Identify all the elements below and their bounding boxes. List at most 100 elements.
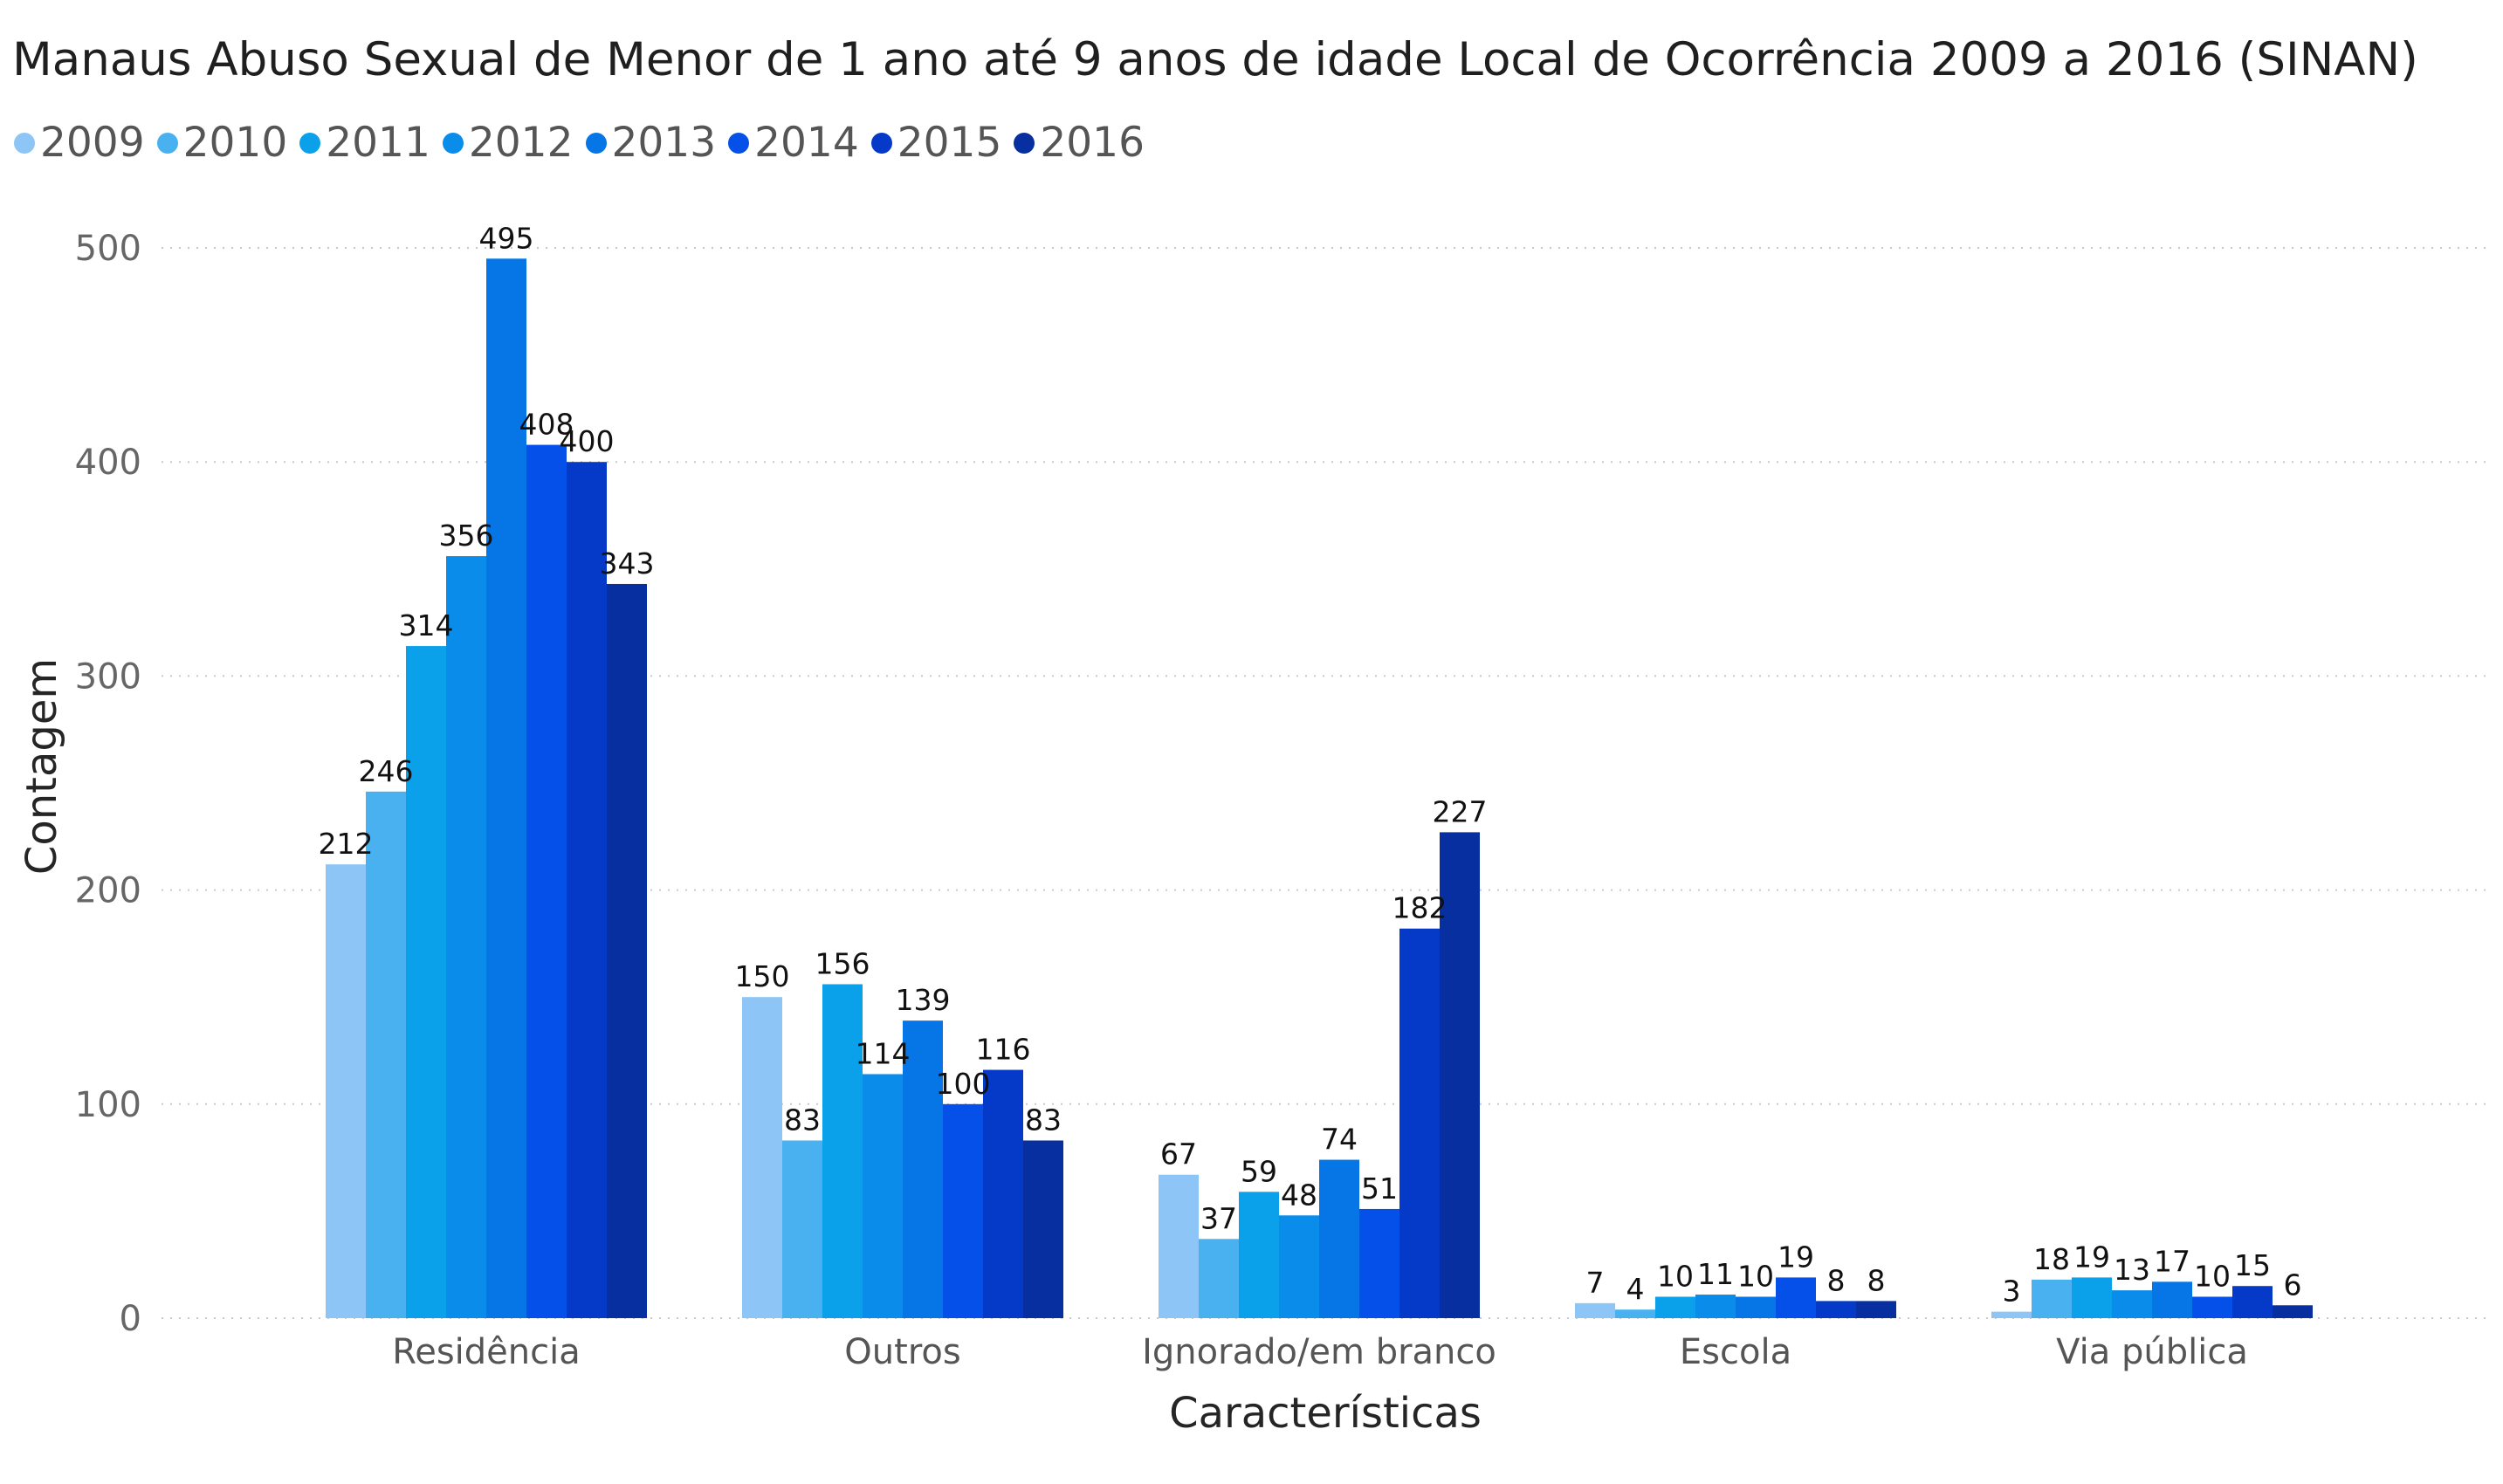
data-label: 15 [2234, 1248, 2271, 1282]
legend-item-2015[interactable]: 2015 [870, 119, 1001, 167]
bar[interactable] [1615, 1309, 1655, 1318]
data-label: 59 [1241, 1154, 1277, 1188]
y-tick-label: 100 [75, 1085, 141, 1125]
bar[interactable] [2032, 1279, 2072, 1318]
data-label: 67 [1160, 1137, 1197, 1171]
data-label: 8 [1827, 1263, 1846, 1297]
bar[interactable] [326, 864, 366, 1318]
bar[interactable] [486, 258, 526, 1318]
data-label: 139 [896, 983, 951, 1017]
data-label: 314 [399, 608, 454, 642]
bar[interactable] [782, 1140, 822, 1318]
legend-swatch [585, 132, 607, 154]
bar[interactable] [526, 444, 567, 1319]
legend-item-2010[interactable]: 2010 [156, 119, 288, 167]
bar[interactable] [1575, 1302, 1615, 1318]
x-category-label: Outros [844, 1332, 960, 1372]
x-axis-title: Características [1169, 1389, 1482, 1438]
bar[interactable] [1776, 1277, 1816, 1318]
data-label: 4 [1626, 1272, 1645, 1306]
bar[interactable] [366, 791, 406, 1318]
bar[interactable] [1736, 1296, 1776, 1318]
bar[interactable] [943, 1103, 983, 1318]
bar[interactable] [446, 556, 486, 1318]
bar[interactable] [1319, 1159, 1359, 1318]
bar[interactable] [822, 984, 863, 1318]
data-label: 7 [1586, 1266, 1605, 1300]
bar[interactable] [1023, 1140, 1063, 1318]
bar[interactable] [1359, 1208, 1399, 1318]
data-label: 10 [2194, 1259, 2231, 1293]
legend-label: 2013 [611, 119, 717, 167]
data-label: 83 [1025, 1103, 1062, 1137]
bar[interactable] [983, 1069, 1023, 1318]
data-label: 114 [856, 1036, 911, 1070]
data-label: 8 [1867, 1263, 1886, 1297]
bar[interactable] [2192, 1296, 2232, 1318]
bar[interactable] [1816, 1301, 1856, 1318]
data-label: 11 [1697, 1257, 1734, 1291]
legend-swatch [156, 132, 178, 154]
data-label: 356 [439, 519, 494, 553]
bar[interactable] [567, 462, 607, 1318]
legend-label: 2010 [182, 119, 288, 167]
legend-swatch [299, 132, 321, 154]
bar[interactable] [2232, 1286, 2273, 1318]
x-category-label: Ignorado/em branco [1142, 1332, 1496, 1372]
legend-swatch [870, 132, 892, 154]
x-axis-categories: Residência Outros Ignorado/em branco Escola… [392, 1332, 2248, 1372]
bar[interactable] [742, 997, 782, 1318]
bar[interactable] [903, 1020, 943, 1318]
x-category-label: Escola [1680, 1332, 1791, 1372]
chart-title: Manaus Abuso Sexual de Menor de 1 ano at… [12, 33, 2418, 86]
bar[interactable] [607, 583, 647, 1318]
bar[interactable] [1856, 1301, 1896, 1318]
legend-item-2009[interactable]: 2009 [14, 119, 145, 167]
data-label: 150 [735, 959, 790, 993]
legend-item-2016[interactable]: 2016 [1014, 119, 1145, 167]
bar[interactable] [1655, 1296, 1695, 1318]
legend-swatch [14, 132, 35, 154]
bar[interactable] [2273, 1305, 2313, 1318]
data-label: 3 [2003, 1274, 2021, 1309]
data-label: 13 [2114, 1253, 2150, 1287]
y-tick-label: 300 [75, 656, 141, 697]
legend: 2009 2010 2011 2012 2013 2014 2015 2016 [14, 119, 1157, 167]
data-label: 48 [1281, 1178, 1317, 1212]
bar[interactable] [1159, 1174, 1199, 1318]
legend-item-2013[interactable]: 2013 [585, 119, 717, 167]
legend-swatch [1014, 132, 1035, 154]
bar[interactable] [406, 646, 446, 1318]
data-label: 10 [1657, 1259, 1694, 1293]
bar[interactable] [2112, 1290, 2152, 1318]
bar[interactable] [863, 1074, 903, 1318]
bar[interactable] [1399, 928, 1440, 1318]
data-label: 400 [560, 424, 615, 458]
y-tick-label: 200 [75, 871, 141, 911]
legend-swatch [442, 132, 464, 154]
legend-item-2012[interactable]: 2012 [442, 119, 574, 167]
data-label: 182 [1392, 891, 1447, 925]
bar[interactable] [2072, 1277, 2112, 1318]
data-label: 343 [600, 546, 655, 581]
y-tick-label: 0 [120, 1299, 141, 1339]
bar[interactable] [1279, 1215, 1319, 1318]
legend-label: 2009 [40, 119, 145, 167]
bar[interactable] [1239, 1192, 1279, 1318]
y-tick-label: 500 [75, 229, 141, 269]
legend-label: 2016 [1040, 119, 1145, 167]
data-label: 495 [479, 221, 534, 255]
legend-item-2014[interactable]: 2014 [728, 119, 859, 167]
data-label: 156 [815, 946, 870, 980]
bars [326, 258, 2313, 1319]
data-labels: 2122463143564954084003431508315611413910… [319, 221, 2302, 1308]
bar[interactable] [1440, 832, 1480, 1318]
bar[interactable] [2152, 1281, 2192, 1318]
data-label: 6 [2284, 1268, 2302, 1302]
bar[interactable] [1695, 1295, 1736, 1318]
bar[interactable] [1991, 1311, 2032, 1318]
legend-item-2011[interactable]: 2011 [299, 119, 430, 167]
y-tick-label: 400 [75, 443, 141, 483]
data-label: 408 [519, 408, 574, 442]
bar[interactable] [1199, 1239, 1239, 1318]
